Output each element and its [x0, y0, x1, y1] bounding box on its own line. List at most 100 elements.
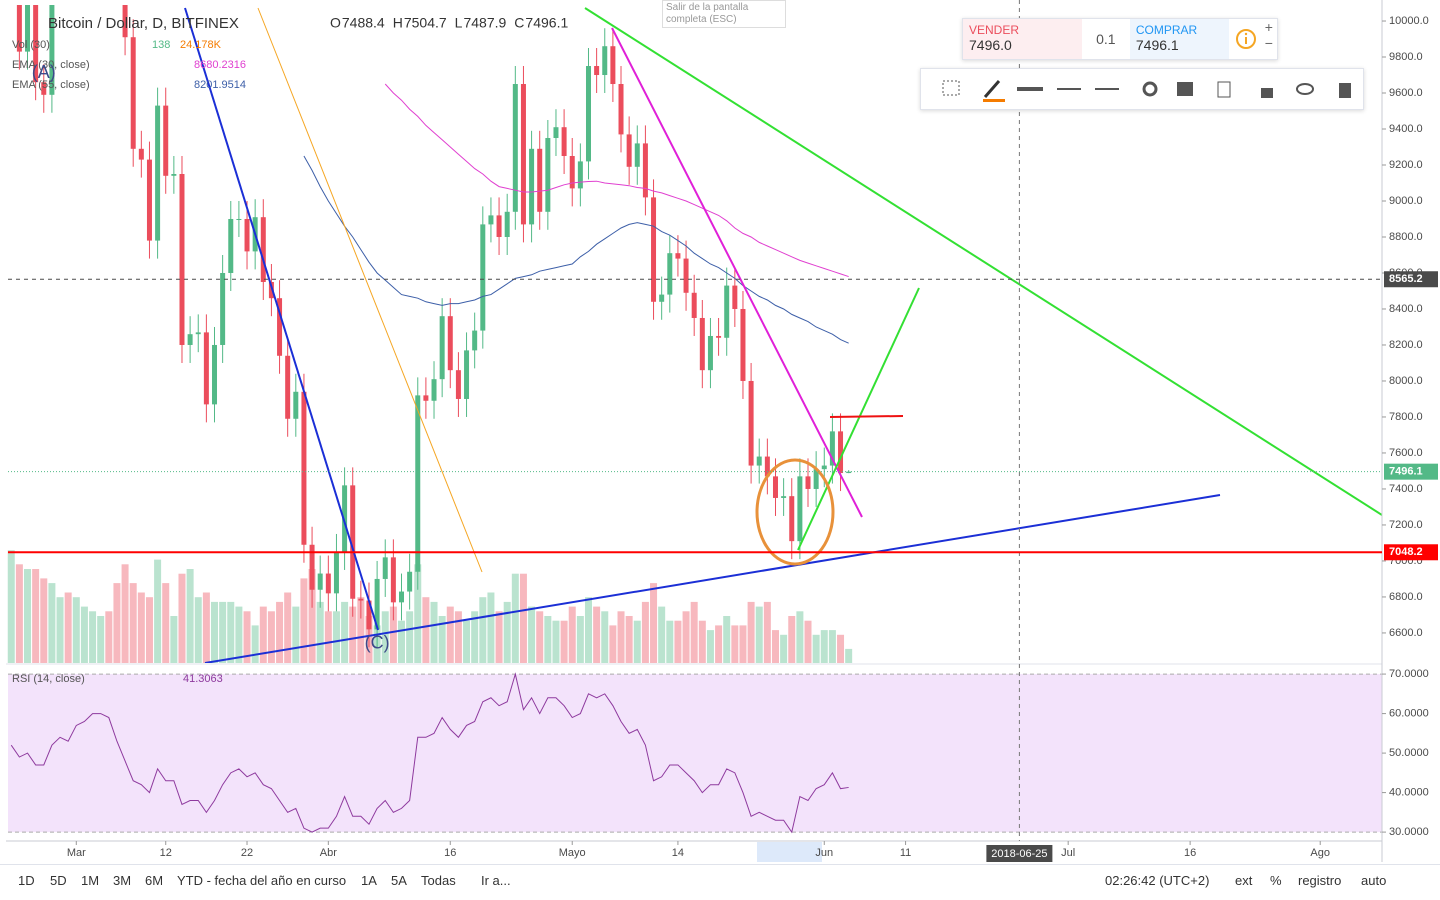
ohlc-value: 7504.7 [404, 15, 447, 31]
trend-line[interactable] [204, 494, 1221, 663]
candle-body [577, 161, 583, 189]
tool-icon[interactable] [1017, 87, 1043, 91]
y-tick-label: 7200.0 [1389, 519, 1423, 531]
ohlc-value: 7496.1 [525, 15, 568, 31]
x-tick-label: Jul [1061, 847, 1075, 859]
sell-button[interactable]: VENDER 7496.0 [963, 19, 1082, 59]
volume-bar [243, 611, 251, 663]
volume-bar [80, 606, 88, 663]
scale-option[interactable]: ext [1235, 873, 1253, 888]
tool-icon[interactable] [1177, 82, 1193, 96]
volume-bar [601, 611, 609, 663]
bottom-bar: 02:26:42 (UTC+2) 1D 5D 1M 3M 6M YTD - fecha d… [0, 864, 1440, 900]
volume-bar [446, 606, 454, 663]
x-tick-label: Jun [815, 847, 833, 859]
volume-bar [625, 616, 633, 663]
y-tick-label: 8000.0 [1389, 375, 1423, 387]
candle-body [309, 544, 315, 590]
y-tick-label: 9800.0 [1389, 51, 1423, 63]
volume-bar [698, 620, 706, 663]
visibility-icon[interactable] [1296, 83, 1314, 95]
lock-icon[interactable] [1261, 88, 1273, 98]
goto-button[interactable]: Ir a... [481, 873, 511, 888]
buy-label: COMPRAR [1135, 23, 1198, 37]
buy-button[interactable]: COMPRAR 7496.1 [1129, 19, 1229, 59]
candle-body [691, 292, 697, 318]
ema-legend: EMA (55, close) [12, 79, 90, 91]
candle-body [138, 148, 144, 160]
trend-line[interactable] [257, 7, 483, 573]
x-tick-label: 14 [672, 847, 684, 859]
rsi-tick-label: 40.0000 [1389, 787, 1429, 799]
settings-icon[interactable] [1142, 81, 1158, 97]
candle-body [293, 391, 299, 419]
quantity[interactable]: 0.1 [1096, 31, 1116, 47]
volume-bar [706, 630, 714, 663]
rsi-band [8, 674, 1382, 833]
volume-bar [219, 601, 227, 663]
volume-bar [89, 611, 97, 663]
delete-icon[interactable] [1339, 83, 1351, 98]
volume-bar [755, 606, 763, 663]
candle-body [399, 591, 405, 603]
range-button[interactable]: 1A [361, 873, 377, 888]
range-button[interactable]: 1D [18, 873, 35, 888]
tool-icon[interactable] [942, 80, 960, 96]
volume-bar [227, 601, 235, 663]
volume-bar [389, 606, 397, 663]
range-button[interactable]: 6M [145, 873, 164, 888]
rsi-tick-label: 50.0000 [1389, 747, 1429, 759]
annotation: (C) [365, 632, 390, 652]
rsi-tick-label: 60.0000 [1389, 707, 1429, 719]
trend-line[interactable] [611, 27, 863, 518]
range-button[interactable]: 5D [50, 873, 67, 888]
trend-line[interactable] [797, 287, 920, 551]
candle-body [195, 332, 201, 335]
range-button[interactable]: 3M [113, 873, 132, 888]
range-button[interactable]: 5A [391, 873, 407, 888]
volume-bar [479, 597, 487, 663]
plus-button[interactable]: + [1264, 19, 1273, 35]
candle-body [25, 5, 31, 52]
buy-price: 7496.1 [1135, 37, 1179, 53]
candle-body [488, 215, 494, 225]
volume-legend-value: 138 [152, 39, 170, 51]
volume-bar [747, 601, 755, 663]
candle-body [707, 335, 713, 371]
volume-bar [64, 592, 72, 663]
range-button[interactable]: Todas [421, 873, 456, 888]
x-tick-label: Abr [320, 847, 337, 859]
candle-body [407, 571, 413, 592]
scale-option[interactable]: registro [1298, 873, 1342, 888]
range-button[interactable]: 1M [81, 873, 100, 888]
tool-icon[interactable] [983, 80, 1001, 98]
y-tick-label: 8400.0 [1389, 303, 1423, 315]
candle-body [423, 395, 429, 401]
crosshair-label-box [986, 845, 1053, 862]
trade-panel: VENDER 7496.0 0.1 COMPRAR 7496.1 + − [962, 18, 1278, 60]
candle-body [569, 156, 575, 189]
candle-body [618, 84, 624, 135]
candle-body [285, 355, 291, 419]
minus-button[interactable]: − [1264, 35, 1273, 51]
trend-line[interactable] [184, 7, 379, 631]
volume-bar [332, 611, 340, 663]
x-tick-label: 12 [160, 847, 172, 859]
candle-body [122, 5, 128, 38]
y-tick-label: 9600.0 [1389, 87, 1423, 99]
rsi-tick-label: 30.0000 [1389, 826, 1429, 838]
candle-body [464, 350, 470, 399]
volume-bar [129, 583, 137, 663]
ellipse-drawing[interactable] [755, 458, 835, 566]
scale-option[interactable]: auto [1361, 873, 1387, 888]
trend-line[interactable] [584, 7, 1382, 516]
volume-bar [552, 620, 560, 663]
range-button[interactable]: YTD - fecha del año en curso [177, 873, 347, 888]
info-icon[interactable] [1229, 19, 1261, 59]
clone-icon[interactable] [1217, 81, 1231, 98]
candle-body [772, 476, 778, 498]
y-tick-label: 6800.0 [1389, 591, 1423, 603]
scale-option[interactable]: % [1270, 873, 1282, 888]
trend-line[interactable] [829, 415, 904, 418]
volume-bar [300, 578, 308, 663]
